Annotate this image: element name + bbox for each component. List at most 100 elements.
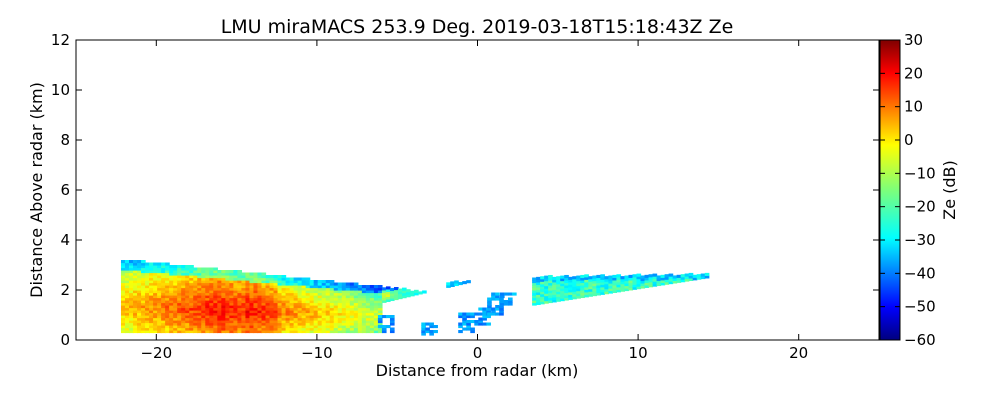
radar-cell — [377, 292, 383, 296]
radar-cell — [289, 277, 295, 281]
radar-cell — [588, 278, 593, 282]
radar-cell — [128, 267, 134, 271]
radar-cell — [353, 317, 359, 321]
radar-cell — [576, 283, 581, 287]
radar-cell — [365, 300, 371, 304]
radar-cell — [369, 307, 375, 311]
radar-cell — [149, 287, 154, 291]
radar-cell — [640, 280, 646, 284]
radar-cell — [329, 310, 335, 314]
radar-cell — [548, 284, 553, 289]
radar-cell — [317, 312, 323, 316]
radar-cell — [181, 282, 186, 286]
radar-cell — [249, 280, 255, 284]
radar-cell — [213, 277, 218, 281]
radar-cell — [185, 275, 190, 279]
radar-cell — [225, 317, 230, 321]
radar-cell — [281, 315, 287, 319]
radar-cell — [185, 265, 190, 269]
radar-cell — [189, 322, 194, 326]
radar-cell — [213, 285, 218, 289]
radar-cell — [209, 282, 214, 286]
radar-cell — [229, 315, 234, 319]
radar-cell — [289, 282, 295, 286]
radar-cell — [157, 300, 162, 304]
radar-cell — [149, 282, 154, 286]
radar-cell — [265, 297, 271, 301]
radar-cell — [137, 282, 142, 286]
radar-cell — [177, 307, 182, 311]
radar-cell — [564, 292, 569, 296]
radar-cell — [321, 290, 327, 294]
radar-cell — [265, 322, 271, 326]
radar-cell — [273, 322, 279, 326]
radar-cell — [676, 279, 682, 283]
radar-cell — [349, 295, 355, 299]
radar-cell — [333, 282, 339, 286]
radar-cell — [353, 290, 359, 294]
radar-cell — [576, 293, 581, 297]
radar-cell — [361, 325, 367, 329]
radar-cell — [237, 327, 243, 331]
radar-cell — [124, 302, 130, 306]
radar-cell — [225, 322, 230, 326]
radar-cell — [572, 281, 577, 285]
radar-cell — [221, 330, 226, 334]
radar-cell — [181, 322, 186, 326]
radar-cell — [233, 295, 239, 299]
radar-cell — [365, 297, 371, 301]
radar-cell — [281, 320, 287, 324]
radar-cell — [652, 281, 658, 285]
radar-cell — [225, 295, 230, 299]
radar-cell — [353, 305, 359, 309]
radar-cell — [209, 307, 214, 311]
radar-cell — [249, 305, 255, 309]
radar-cell — [189, 327, 194, 331]
radar-cell — [120, 320, 126, 324]
radar-cell — [177, 285, 182, 289]
radar-cell — [225, 300, 230, 304]
radar-cell — [321, 287, 327, 291]
radar-cell — [572, 296, 577, 300]
radar-cell — [225, 290, 230, 294]
radar-cell — [209, 272, 214, 276]
radar-cell — [157, 267, 162, 271]
radar-cell — [189, 305, 194, 309]
radar-cell — [161, 310, 166, 314]
radar-cell — [377, 330, 383, 334]
radar-cell — [297, 327, 303, 331]
radar-cell — [225, 302, 230, 306]
radar-cell — [221, 277, 226, 281]
radar-cell — [189, 285, 194, 289]
radar-cell — [486, 322, 491, 326]
radar-cell — [580, 277, 585, 281]
radar-cell — [149, 330, 154, 334]
radar-cell — [487, 312, 492, 316]
radar-cell — [664, 279, 670, 283]
radar-cell — [273, 287, 279, 291]
radar-cell — [341, 282, 347, 286]
radar-cell — [592, 288, 597, 292]
radar-cell — [237, 300, 243, 304]
radar-cell — [644, 277, 650, 281]
radar-cell — [373, 312, 379, 316]
radar-cell — [120, 285, 126, 289]
radar-cell — [225, 280, 230, 284]
radar-cell — [632, 284, 638, 288]
radar-cell — [321, 327, 327, 331]
radar-cell — [124, 287, 130, 291]
radar-cell — [369, 327, 375, 331]
radar-cell — [433, 325, 438, 329]
radar-cell — [616, 276, 622, 280]
radar-cell — [173, 317, 178, 321]
radar-cell — [293, 297, 299, 301]
radar-cell — [133, 295, 138, 299]
radar-cell — [128, 292, 134, 296]
radar-cell — [466, 325, 471, 329]
radar-cell — [237, 280, 243, 284]
radar-cell — [377, 315, 383, 319]
radar-cell — [281, 312, 287, 316]
radar-cell — [337, 295, 343, 299]
radar-cell — [257, 280, 263, 284]
radar-cell — [189, 295, 194, 299]
